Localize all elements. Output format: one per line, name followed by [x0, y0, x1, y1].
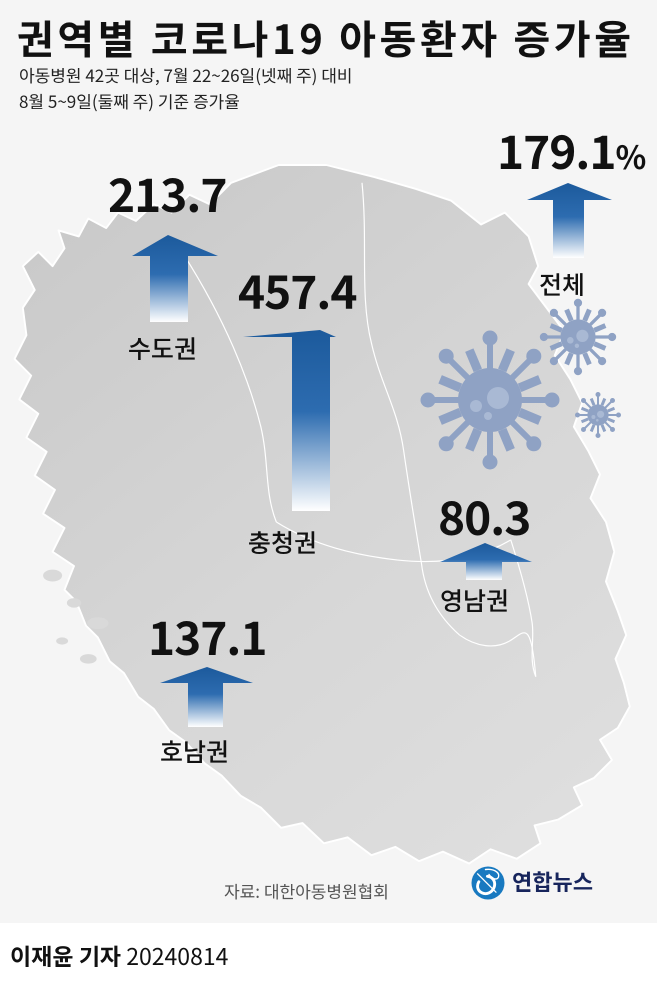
- svg-text:연합뉴스: 연합뉴스: [512, 865, 593, 897]
